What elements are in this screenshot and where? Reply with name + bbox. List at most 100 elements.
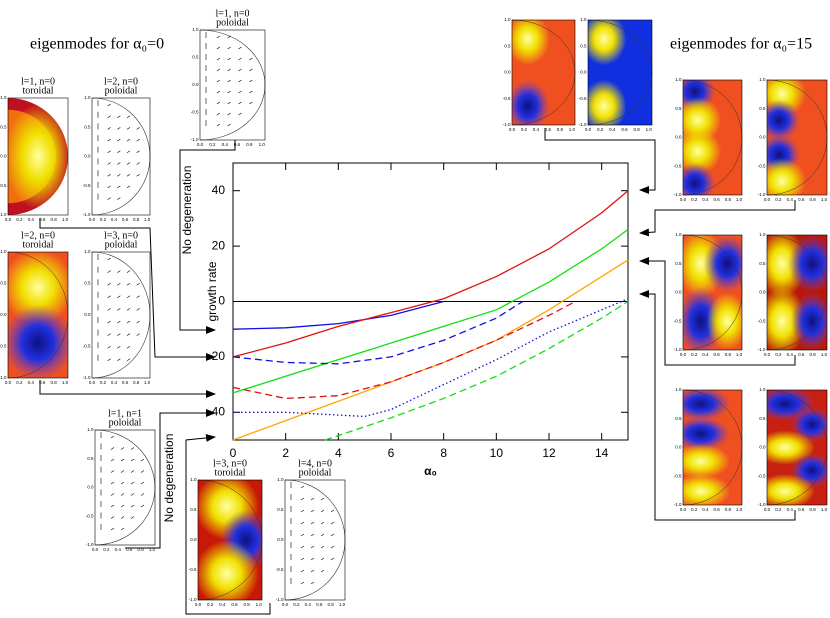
x-tick-label: 14 (595, 446, 609, 460)
thumb-x-tick: 0.4 (28, 380, 35, 385)
mode-blob (703, 235, 742, 293)
y-tick-label: -20 (208, 349, 226, 363)
field-arrow (216, 123, 220, 127)
thumb-x-tick: 0.0 (92, 547, 99, 552)
thumb-y-tick: 0.0 (277, 537, 284, 542)
thumb-y-tick: -1.0 (758, 192, 766, 197)
thumb-x-tick: 1.0 (569, 127, 576, 132)
field-arrow (320, 521, 325, 525)
mode-panel: 0.0 0.2 0.4 0.6 0.8 1.0 1.0 0.5 0.0 -0.5 -1.0 (758, 77, 828, 202)
thumb-y-tick: -1.0 (86, 542, 94, 547)
field-arrow (110, 470, 115, 473)
thumb-y-tick: -1.0 (674, 192, 682, 197)
field-arrow (136, 162, 140, 165)
field-arrow (107, 138, 111, 142)
mode-blob (767, 473, 815, 505)
field-arrow (320, 557, 325, 561)
thumb-x-tick: 0.8 (557, 127, 564, 132)
thumb-x-tick: 0.2 (691, 507, 698, 512)
thumb-y-tick: 0.0 (84, 312, 91, 317)
field-arrow (140, 493, 145, 496)
mode-panel: 0.0 0.2 0.4 0.6 0.8 1.0 1.0 0.5 0.0 -0.5 -1.0 l=3, … (83, 230, 151, 385)
thumb-y-tick: 1.0 (0, 95, 7, 100)
field-arrow (126, 138, 131, 142)
field-arrow (117, 150, 121, 154)
thumb-y-tick: 1.0 (504, 17, 511, 22)
panel-title: l=3, n=0 (104, 230, 138, 241)
thumb-y-tick: 1.0 (759, 232, 766, 237)
thumb-x-tick: 0.0 (197, 142, 204, 147)
thumb-y-tick: 1.0 (192, 27, 199, 32)
field-arrow (107, 173, 111, 177)
field-arrow (136, 333, 140, 336)
field-arrow (310, 521, 315, 525)
field-arrow (320, 497, 325, 501)
thumb-x-tick: 0.6 (545, 127, 552, 132)
mode-blob (588, 79, 627, 125)
field-arrow (310, 569, 315, 573)
field-arrow (140, 481, 145, 485)
thumb-y-tick: 0.5 (277, 507, 284, 512)
thumb-y-tick: -0.5 (674, 163, 682, 168)
mode-panel: 0.0 0.2 0.4 0.6 0.8 1.0 1.0 0.5 0.0 -0.5 -1.0 l=3, … (189, 458, 263, 607)
mode-image (683, 235, 742, 350)
thumb-x-tick: 0.2 (209, 142, 216, 147)
thumb-y-tick: -0.5 (191, 110, 199, 115)
field-arrow (120, 447, 125, 450)
thumb-y-tick: -0.5 (579, 96, 587, 101)
thumb-x-tick: 0.0 (585, 127, 592, 132)
x-tick-label: 4 (335, 446, 342, 460)
field-arrow (107, 282, 111, 286)
panel-subtitle: toroidal (214, 467, 245, 478)
x-axis-label: α₀ (424, 464, 437, 478)
field-arrow (117, 115, 121, 118)
field-arrow (130, 470, 135, 473)
thumb-x-tick: 0.4 (305, 602, 312, 607)
field-arrow (107, 358, 111, 362)
thumb-y-tick: -0.5 (86, 513, 94, 518)
panel-subtitle: poloidal (109, 417, 142, 428)
thumb-x-tick: 0.2 (16, 217, 23, 222)
field-arrow (120, 504, 125, 508)
field-arrow (227, 46, 231, 50)
y-tick-label: 0 (218, 294, 225, 308)
thumb-x-tick: 0.6 (713, 197, 720, 202)
thumb-x-tick: 0.4 (702, 352, 709, 357)
mode-image (683, 390, 742, 505)
thumb-x-tick: 0.2 (207, 602, 214, 607)
connectors (39, 128, 796, 615)
caption-right: eigenmodes for α₀=15 (670, 36, 812, 53)
field-arrow (110, 458, 115, 462)
field-arrow (320, 509, 325, 513)
panel-frame (766, 389, 828, 506)
thumb-y-tick: 0.5 (675, 106, 682, 111)
field-arrow (238, 68, 242, 72)
mode-image (767, 390, 827, 505)
thumb-y-tick: 0.0 (84, 154, 91, 159)
mode-panel: 0.0 0.2 0.4 0.6 0.8 1.0 1.0 0.5 0.0 -0.5 -1.0 l=2, … (83, 76, 151, 222)
thumb-y-tick: -0.5 (83, 183, 91, 188)
panel-subtitle: toroidal (22, 85, 53, 96)
field-arrow (216, 79, 220, 83)
thumb-x-tick: 0.4 (702, 197, 709, 202)
thumb-x-tick: 0.0 (680, 197, 687, 202)
field-arrow (216, 68, 220, 72)
thumb-x-tick: 1.0 (821, 507, 828, 512)
boundary-arc (94, 429, 156, 546)
field-arrow (117, 162, 121, 165)
thumb-y-tick: 0.5 (675, 261, 682, 266)
field-arrow (107, 162, 111, 165)
mode-panel: 0.0 0.2 0.4 0.6 0.8 1.0 1.0 0.5 0.0 -0.5 -1.0 (674, 232, 743, 357)
mode-blob (8, 103, 68, 210)
x-tick-label: 2 (282, 446, 289, 460)
thumb-y-tick: 1.0 (759, 77, 766, 82)
thumb-x-tick: 0.4 (219, 602, 226, 607)
panel-title: l=1, n=1 (108, 408, 142, 419)
thumb-y-tick: 0.0 (192, 82, 199, 87)
series-line (232, 300, 524, 365)
field-arrow (300, 533, 305, 537)
thumb-y-tick: 0.0 (759, 445, 766, 450)
x-tick-label: 8 (440, 446, 447, 460)
panel-frame (7, 97, 69, 216)
thumb-y-tick: -0.5 (83, 344, 91, 349)
